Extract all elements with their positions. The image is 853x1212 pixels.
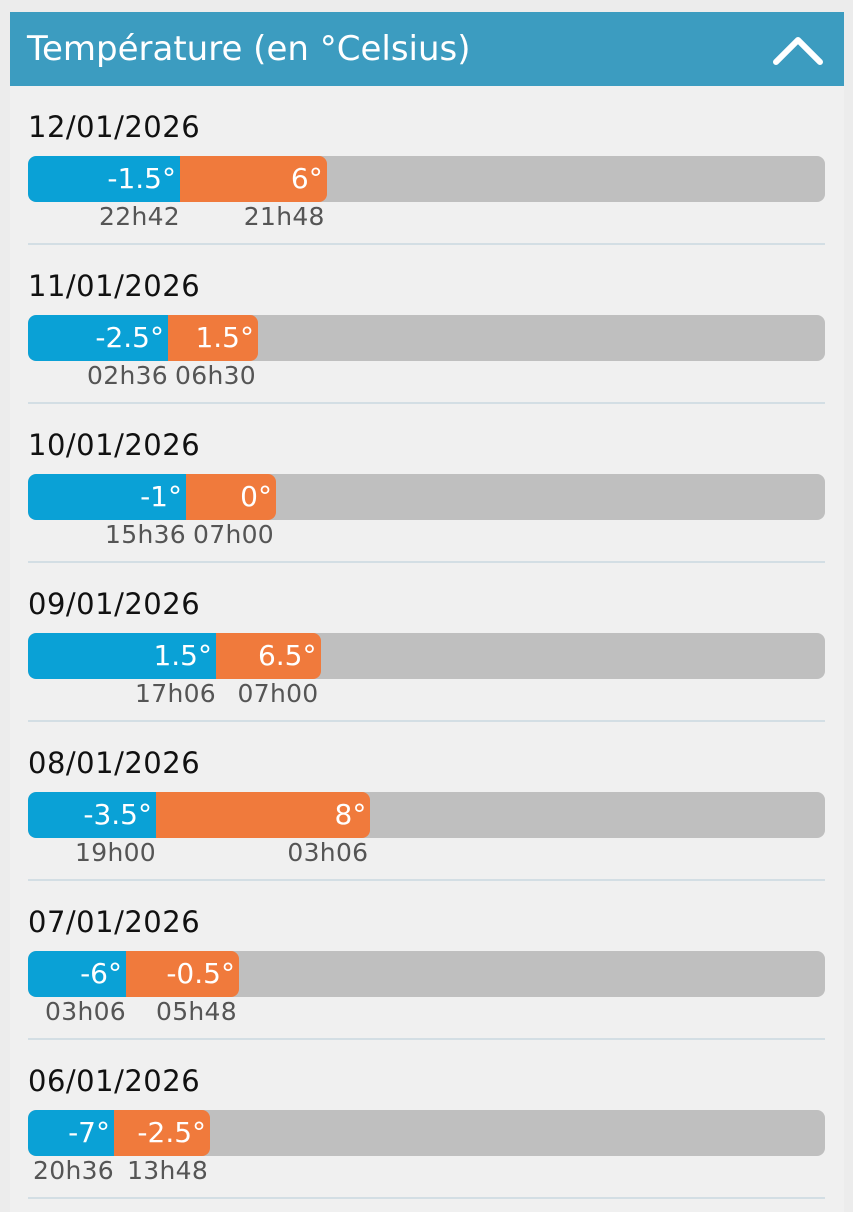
- day-date: 12/01/2026: [28, 110, 201, 144]
- row-divider: [28, 243, 825, 245]
- max-temperature-bar: [216, 633, 321, 679]
- row-divider: [28, 561, 825, 563]
- min-temperature-time: 19h00: [75, 838, 156, 867]
- max-temperature-bar: [180, 156, 327, 202]
- day-row[interactable]: 12/01/2026 -1.5° 6° 22h42 21h48: [10, 86, 844, 245]
- min-temperature-bar: [28, 792, 156, 838]
- temperature-bar-track: -7° -2.5°: [28, 1110, 825, 1156]
- min-temperature-bar: [28, 315, 168, 361]
- day-row[interactable]: 08/01/2026 -3.5° 8° 19h00 03h06: [10, 722, 844, 881]
- max-temperature-value: 1.5°: [195, 321, 254, 354]
- min-temperature-value: -2.5°: [95, 321, 164, 354]
- max-temperature-time: 07h00: [237, 679, 319, 708]
- day-row[interactable]: 06/01/2026 -7° -2.5° 20h36 13h48: [10, 1040, 844, 1199]
- min-temperature-bar: [28, 633, 216, 679]
- day-date: 11/01/2026: [28, 269, 201, 303]
- row-divider: [28, 720, 825, 722]
- row-divider: [28, 402, 825, 404]
- day-date: 09/01/2026: [28, 587, 201, 621]
- min-temperature-time: 20h36: [33, 1156, 114, 1185]
- max-temperature-time: 21h48: [243, 202, 325, 231]
- min-temperature-time: 22h42: [99, 202, 180, 231]
- min-temperature-value: -6°: [80, 957, 122, 990]
- max-temperature-time: 03h06: [287, 838, 369, 867]
- max-temperature-value: 8°: [334, 798, 367, 831]
- temperature-bar-track: -2.5° 1.5°: [28, 315, 825, 361]
- min-temperature-time: 03h06: [45, 997, 126, 1026]
- max-temperature-time: 05h48: [155, 997, 237, 1026]
- temperature-bar-track: -1° 0°: [28, 474, 825, 520]
- temperature-bar-track: -3.5° 8°: [28, 792, 825, 838]
- min-temperature-time: 02h36: [87, 361, 168, 390]
- max-temperature-bar: [114, 1110, 211, 1156]
- row-divider: [28, 1197, 825, 1199]
- max-temperature-bar: [126, 951, 239, 997]
- min-temperature-time: 17h06: [135, 679, 216, 708]
- temperature-panel: Température (en °Celsius) 12/01/2026 -1.5…: [10, 12, 844, 1212]
- max-temperature-value: 0°: [240, 480, 272, 513]
- temperature-bar-track: -6° -0.5°: [28, 951, 825, 997]
- chevron-up-icon: [773, 37, 823, 65]
- max-temperature-bar: [186, 474, 276, 520]
- max-temperature-bar: [156, 792, 371, 838]
- max-temperature-time: 06h30: [175, 361, 256, 390]
- panel-title: Température (en °Celsius): [27, 29, 471, 69]
- day-row[interactable]: 11/01/2026 -2.5° 1.5° 02h36 06h30: [10, 245, 844, 404]
- day-date: 06/01/2026: [28, 1064, 201, 1098]
- max-temperature-bar: [168, 315, 258, 361]
- day-date: 10/01/2026: [28, 428, 201, 462]
- min-temperature-value: -1°: [140, 480, 182, 513]
- row-divider: [28, 1038, 825, 1040]
- day-row[interactable]: 09/01/2026 1.5° 6.5° 17h06 07h00: [10, 563, 844, 722]
- min-temperature-bar: [28, 1110, 114, 1156]
- min-temperature-time: 15h36: [105, 520, 186, 549]
- day-date: 07/01/2026: [28, 905, 201, 939]
- row-divider: [28, 879, 825, 881]
- min-temperature-bar: [28, 951, 126, 997]
- min-temperature-value: -7°: [68, 1116, 110, 1149]
- temperature-bar-track: -1.5° 6°: [28, 156, 825, 202]
- day-row[interactable]: 10/01/2026 -1° 0° 15h36 07h00: [10, 404, 844, 563]
- max-temperature-time: 13h48: [127, 1156, 209, 1185]
- min-temperature-value: 1.5°: [153, 639, 212, 672]
- max-temperature-value: -0.5°: [166, 957, 235, 990]
- temperature-bar-track: 1.5° 6.5°: [28, 633, 825, 679]
- day-date: 08/01/2026: [28, 746, 201, 780]
- min-temperature-value: -1.5°: [107, 162, 176, 195]
- min-temperature-value: -3.5°: [83, 798, 152, 831]
- max-temperature-value: 6.5°: [257, 639, 317, 672]
- min-temperature-bar: [28, 474, 186, 520]
- collapse-button[interactable]: [770, 24, 826, 74]
- day-row[interactable]: 07/01/2026 -6° -0.5° 03h06 05h48: [10, 881, 844, 1040]
- max-temperature-value: -2.5°: [137, 1116, 207, 1149]
- max-temperature-value: 6°: [290, 162, 323, 195]
- min-temperature-bar: [28, 156, 180, 202]
- temperature-header[interactable]: Température (en °Celsius): [10, 12, 844, 86]
- max-temperature-time: 07h00: [193, 520, 274, 549]
